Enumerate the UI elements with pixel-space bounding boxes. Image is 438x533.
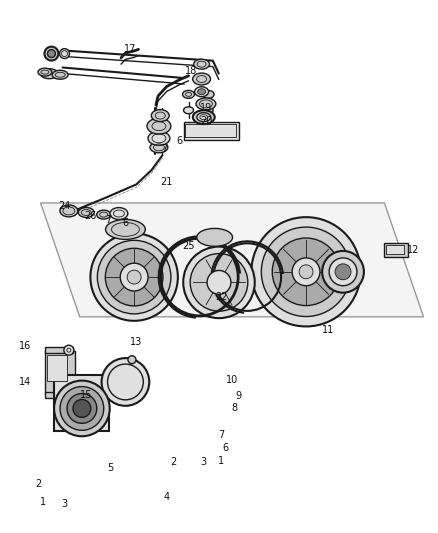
Ellipse shape — [193, 73, 211, 85]
Text: 2: 2 — [35, 479, 42, 489]
Ellipse shape — [299, 265, 313, 279]
Text: 26: 26 — [85, 211, 97, 221]
Circle shape — [64, 345, 74, 355]
FancyBboxPatch shape — [45, 392, 73, 398]
Text: 5: 5 — [107, 463, 113, 473]
Ellipse shape — [54, 381, 110, 437]
FancyBboxPatch shape — [386, 245, 403, 254]
Ellipse shape — [106, 220, 145, 239]
Ellipse shape — [73, 400, 91, 417]
FancyBboxPatch shape — [47, 356, 67, 381]
FancyBboxPatch shape — [184, 123, 239, 140]
Ellipse shape — [329, 258, 357, 286]
Text: 16: 16 — [19, 341, 32, 351]
FancyBboxPatch shape — [385, 243, 408, 257]
Ellipse shape — [183, 247, 255, 318]
Text: 18: 18 — [184, 66, 197, 76]
FancyBboxPatch shape — [45, 347, 73, 353]
Ellipse shape — [150, 142, 168, 153]
Text: 12: 12 — [406, 245, 419, 255]
Text: 22: 22 — [215, 292, 227, 302]
Ellipse shape — [148, 131, 170, 146]
Ellipse shape — [120, 263, 148, 291]
Text: 6: 6 — [177, 136, 183, 146]
FancyBboxPatch shape — [45, 351, 75, 393]
Ellipse shape — [251, 217, 361, 326]
Ellipse shape — [97, 240, 171, 314]
Circle shape — [60, 49, 70, 59]
Text: 8: 8 — [231, 403, 237, 414]
Text: 6: 6 — [223, 443, 229, 453]
Ellipse shape — [272, 238, 340, 305]
Text: 19: 19 — [200, 103, 212, 112]
Text: 14: 14 — [19, 377, 32, 387]
Ellipse shape — [261, 227, 351, 317]
Ellipse shape — [38, 68, 52, 76]
Ellipse shape — [90, 233, 178, 321]
Text: 13: 13 — [130, 337, 142, 347]
Ellipse shape — [67, 393, 97, 423]
Ellipse shape — [196, 98, 216, 110]
Circle shape — [128, 356, 136, 364]
Ellipse shape — [190, 254, 248, 311]
Ellipse shape — [322, 251, 364, 293]
Ellipse shape — [105, 248, 163, 306]
Text: 1: 1 — [218, 456, 224, 466]
Text: 7: 7 — [105, 215, 111, 225]
Polygon shape — [41, 203, 424, 317]
Text: 17: 17 — [124, 44, 136, 54]
Text: 7: 7 — [218, 430, 224, 440]
Text: 20: 20 — [200, 116, 212, 126]
Ellipse shape — [203, 107, 213, 114]
Text: 21: 21 — [161, 177, 173, 187]
Ellipse shape — [335, 264, 351, 280]
Ellipse shape — [183, 91, 194, 99]
Text: 10: 10 — [226, 375, 238, 385]
Ellipse shape — [78, 207, 94, 217]
Ellipse shape — [198, 89, 205, 95]
Ellipse shape — [194, 87, 208, 96]
Text: 3: 3 — [61, 499, 67, 509]
Circle shape — [45, 46, 58, 61]
Text: 11: 11 — [321, 325, 334, 335]
Circle shape — [47, 50, 56, 58]
Text: 24: 24 — [58, 200, 71, 211]
Text: 1: 1 — [40, 497, 46, 507]
Text: 15: 15 — [80, 390, 92, 400]
Ellipse shape — [184, 107, 194, 114]
Ellipse shape — [197, 229, 233, 246]
FancyBboxPatch shape — [53, 375, 109, 431]
Ellipse shape — [52, 70, 68, 79]
Ellipse shape — [60, 205, 78, 217]
Ellipse shape — [292, 258, 320, 286]
Text: 3: 3 — [201, 457, 207, 467]
Ellipse shape — [40, 69, 58, 79]
Text: 2: 2 — [170, 457, 177, 467]
Text: 25: 25 — [182, 241, 195, 252]
Ellipse shape — [197, 112, 211, 122]
Text: 4: 4 — [164, 492, 170, 502]
Ellipse shape — [60, 386, 104, 430]
Text: 7: 7 — [162, 144, 168, 154]
Ellipse shape — [207, 270, 231, 294]
Ellipse shape — [127, 270, 141, 284]
Text: 9: 9 — [236, 391, 242, 401]
Ellipse shape — [110, 207, 128, 220]
Ellipse shape — [193, 110, 215, 124]
Ellipse shape — [202, 91, 214, 99]
Text: 6: 6 — [122, 218, 128, 228]
Ellipse shape — [147, 118, 171, 134]
Ellipse shape — [151, 110, 169, 122]
Ellipse shape — [194, 59, 209, 69]
Ellipse shape — [97, 210, 111, 219]
Ellipse shape — [102, 358, 149, 406]
